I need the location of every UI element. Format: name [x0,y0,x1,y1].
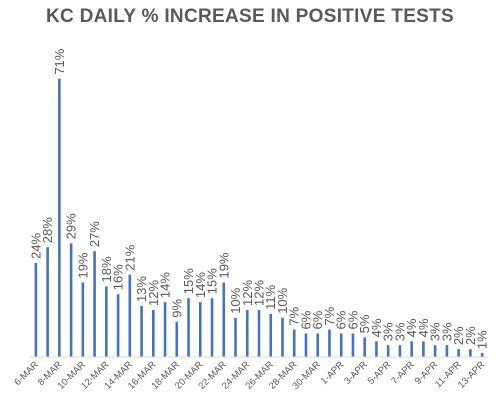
bar-11-APR [457,349,460,357]
data-label: 3% [439,322,454,341]
bar-3-APR [363,337,366,357]
data-label: 14% [193,272,208,298]
data-label: 19% [216,252,231,278]
bar-1-APR [339,333,343,357]
data-label: 11% [263,284,278,309]
data-label: 6% [334,310,349,329]
bar-20-MAR [198,302,202,357]
data-label: 3% [381,322,396,341]
bar-12-APR [469,349,472,357]
data-label: 24% [28,232,43,258]
x-tick-label: 3-APR [342,359,370,387]
data-label: 18% [99,256,114,282]
bar-15-MAR [140,306,143,357]
data-label: 7% [287,306,302,325]
bar-11-MAR [93,251,96,357]
x-tick-label: 7-APR [389,359,417,387]
data-label: 4% [369,318,384,337]
data-label: 6% [310,310,325,329]
bar-7-MAR [46,247,49,357]
data-label: 5% [357,314,372,333]
bar-13-MAR [116,294,120,357]
x-tick-label: 1-APR [319,359,347,387]
bar-4-APR [375,341,378,357]
chart-title: KC DAILY % INCREASE IN POSITIVE TESTS [45,6,455,27]
bar-12-MAR [105,286,108,357]
bar-13-APR [480,353,484,357]
data-label: 29% [64,213,79,239]
bar-24-MAR [245,309,249,357]
x-tick-label: 5-APR [366,359,394,387]
bar-30-MAR [316,333,320,357]
data-label: 1% [475,330,490,349]
data-label: 27% [87,221,102,247]
bar-23-MAR [234,317,237,357]
bar-9-APR [433,345,437,357]
data-label: 16% [111,264,126,290]
bar-21-MAR [210,298,214,357]
data-label: 10% [275,287,290,313]
data-label: 71% [52,48,67,74]
data-label: 4% [404,318,419,337]
data-label: 15% [181,268,196,294]
x-tick-label: 6-MAR [12,359,41,388]
bar-9-MAR [69,243,73,357]
bar-26-MAR [269,313,273,357]
data-label: 12% [146,280,161,306]
data-label: 19% [75,252,90,278]
bar-29-MAR [304,333,308,357]
bar-17-MAR [163,302,167,357]
bar-25-MAR [257,309,261,357]
data-label: 28% [40,217,55,243]
bar-2-APR [351,333,355,357]
bar-10-MAR [81,282,85,357]
data-label: 12% [240,280,255,306]
data-label: 9% [169,298,184,317]
bar-7-APR [410,341,413,357]
data-label: 3% [428,322,443,341]
bar-8-APR [422,341,425,357]
bar-31-MAR [328,329,331,357]
bar-14-MAR [128,274,132,357]
bar-6-APR [398,345,402,357]
bar-16-MAR [152,309,155,357]
data-label: 6% [298,310,313,329]
data-label: 21% [122,244,137,270]
data-label: 2% [451,326,466,345]
bar-22-MAR [222,282,226,357]
data-label: 14% [158,272,173,298]
bar-27-MAR [281,317,284,357]
data-label: 3% [392,322,407,341]
bar-8-MAR [58,78,61,358]
bar-5-APR [386,345,390,357]
x-tick-label: 13-APR [456,359,487,390]
data-label: 13% [134,276,149,302]
bar-28-MAR [292,329,296,357]
bar-6-MAR [34,262,38,357]
data-label: 15% [205,268,220,294]
data-label: 4% [416,318,431,337]
bar-10-APR [445,345,449,357]
data-label: 6% [345,310,360,329]
bar-19-MAR [187,298,190,357]
data-label: 7% [322,306,337,325]
data-label: 2% [463,326,478,345]
data-label: 10% [228,287,243,313]
data-label: 12% [252,280,267,306]
bar-18-MAR [175,321,179,357]
